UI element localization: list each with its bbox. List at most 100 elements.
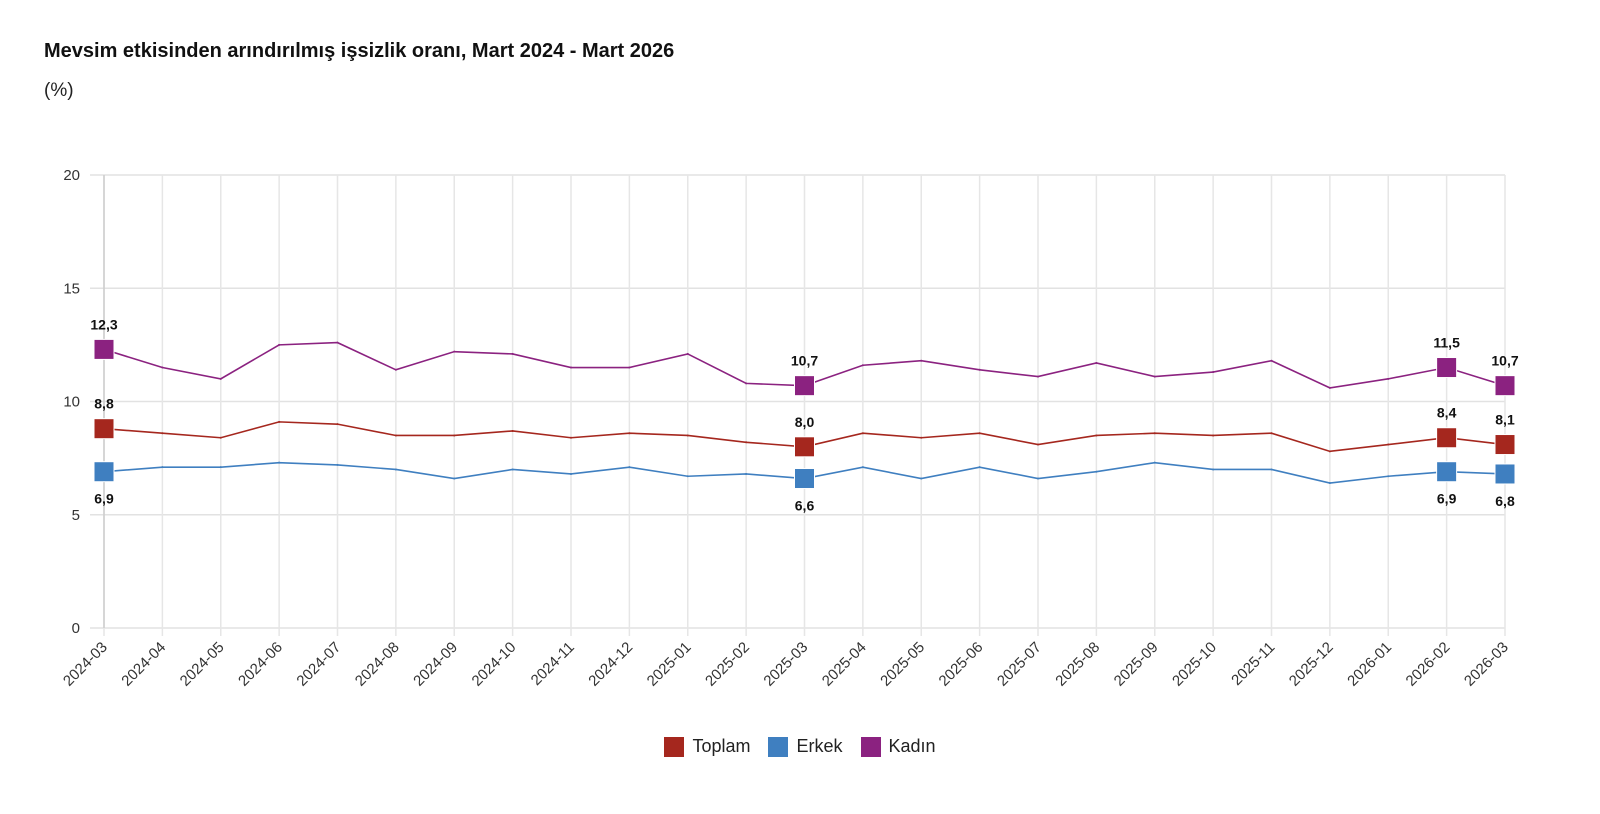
x-tick-label: 2025-02 bbox=[702, 639, 753, 690]
data-label: 8,0 bbox=[795, 414, 815, 430]
data-marker bbox=[794, 468, 815, 490]
data-label: 10,7 bbox=[1491, 353, 1518, 369]
x-tick-label: 2025-03 bbox=[760, 639, 811, 690]
data-point bbox=[861, 466, 864, 469]
data-marker bbox=[1436, 461, 1458, 483]
data-point bbox=[1153, 375, 1156, 378]
data-label: 8,4 bbox=[1437, 405, 1457, 421]
data-marker bbox=[93, 418, 115, 440]
data-point bbox=[1153, 432, 1156, 435]
data-point bbox=[278, 420, 281, 423]
data-marker bbox=[1494, 463, 1516, 485]
x-tick-label: 2025-08 bbox=[1052, 639, 1103, 690]
data-point bbox=[336, 341, 339, 344]
data-label: 6,8 bbox=[1495, 493, 1515, 509]
legend-item-toplam[interactable]: Toplam bbox=[664, 736, 750, 757]
data-point bbox=[1037, 443, 1039, 446]
x-tick-label: 2026-01 bbox=[1344, 639, 1395, 690]
data-point bbox=[570, 436, 572, 439]
data-point bbox=[453, 434, 456, 437]
data-point bbox=[745, 382, 748, 385]
x-tick-label: 2025-06 bbox=[935, 639, 986, 690]
data-point bbox=[1153, 461, 1156, 464]
data-point bbox=[1095, 434, 1098, 437]
data-label: 6,9 bbox=[94, 491, 114, 507]
x-tick-label: 2024-04 bbox=[118, 639, 169, 690]
data-point bbox=[336, 463, 339, 466]
data-label: 12,3 bbox=[90, 316, 117, 332]
data-point bbox=[1270, 432, 1273, 435]
data-label: 8,8 bbox=[94, 396, 114, 412]
data-point bbox=[920, 477, 923, 480]
legend-swatch bbox=[768, 736, 789, 757]
x-tick-label: 2024-08 bbox=[352, 639, 403, 690]
legend-item-erkek[interactable]: Erkek bbox=[768, 736, 843, 757]
legend-label: Erkek bbox=[796, 736, 843, 756]
x-tick-label: 2025-10 bbox=[1169, 639, 1220, 690]
legend-label: Kadın bbox=[888, 736, 936, 756]
data-point bbox=[394, 368, 397, 371]
data-point bbox=[861, 364, 864, 367]
data-point bbox=[1328, 450, 1331, 453]
x-tick-label: 2024-06 bbox=[235, 639, 286, 690]
x-tick-label: 2025-09 bbox=[1111, 639, 1162, 690]
x-tick-label: 2025-04 bbox=[819, 639, 870, 690]
chart-subtitle: (%) bbox=[44, 80, 74, 101]
x-tick-label: 2026-03 bbox=[1461, 639, 1512, 690]
data-point bbox=[570, 366, 572, 369]
x-tick-label: 2025-11 bbox=[1228, 639, 1278, 689]
data-marker bbox=[93, 461, 115, 483]
data-point bbox=[920, 359, 923, 362]
chart-title: Mevsim etkisinden arındırılmış işsizlik … bbox=[44, 40, 675, 62]
data-marker bbox=[1436, 427, 1458, 449]
data-point bbox=[1387, 475, 1390, 478]
x-tick-label: 2025-01 bbox=[644, 639, 695, 690]
data-marker bbox=[1494, 434, 1516, 456]
data-marker bbox=[1494, 375, 1516, 397]
data-point bbox=[219, 466, 222, 469]
data-label: 11,5 bbox=[1433, 335, 1460, 351]
data-point bbox=[745, 472, 748, 475]
data-point bbox=[161, 466, 164, 469]
data-label: 6,9 bbox=[1437, 491, 1457, 507]
data-marker bbox=[1436, 357, 1458, 379]
x-tick-label: 2025-12 bbox=[1286, 639, 1337, 690]
legend: Toplam Erkek Kadın bbox=[0, 736, 1600, 757]
legend-swatch bbox=[664, 736, 685, 757]
data-marker bbox=[93, 338, 115, 360]
data-point bbox=[161, 432, 164, 435]
data-point bbox=[1212, 434, 1215, 437]
data-point bbox=[861, 432, 864, 435]
data-point bbox=[336, 423, 339, 426]
data-point bbox=[628, 466, 631, 469]
data-point bbox=[978, 432, 981, 435]
data-point bbox=[219, 377, 222, 380]
data-point bbox=[394, 468, 397, 471]
y-tick-label: 20 bbox=[63, 167, 80, 184]
data-point bbox=[1270, 359, 1273, 362]
data-point bbox=[219, 436, 222, 439]
data-point bbox=[1095, 361, 1098, 364]
x-tick-label: 2024-10 bbox=[468, 639, 519, 690]
x-tick-label: 2024-09 bbox=[410, 639, 461, 690]
data-point bbox=[1328, 482, 1331, 485]
legend-label: Toplam bbox=[692, 736, 751, 756]
data-point bbox=[628, 432, 631, 435]
data-point bbox=[1328, 386, 1331, 389]
x-tick-label: 2024-03 bbox=[60, 639, 111, 690]
data-point bbox=[686, 352, 689, 355]
x-tick-label: 2024-05 bbox=[177, 639, 228, 690]
data-point bbox=[686, 434, 689, 437]
legend-item-kadın[interactable]: Kadın bbox=[860, 736, 936, 757]
data-point bbox=[161, 366, 164, 369]
data-point bbox=[570, 472, 572, 475]
y-tick-label: 10 bbox=[63, 394, 80, 411]
x-tick-label: 2026-02 bbox=[1402, 639, 1453, 690]
data-marker bbox=[794, 436, 815, 458]
data-point bbox=[278, 343, 281, 346]
legend-swatch bbox=[860, 736, 881, 757]
data-point bbox=[453, 477, 456, 480]
data-point bbox=[394, 434, 397, 437]
y-tick-label: 0 bbox=[72, 620, 80, 637]
